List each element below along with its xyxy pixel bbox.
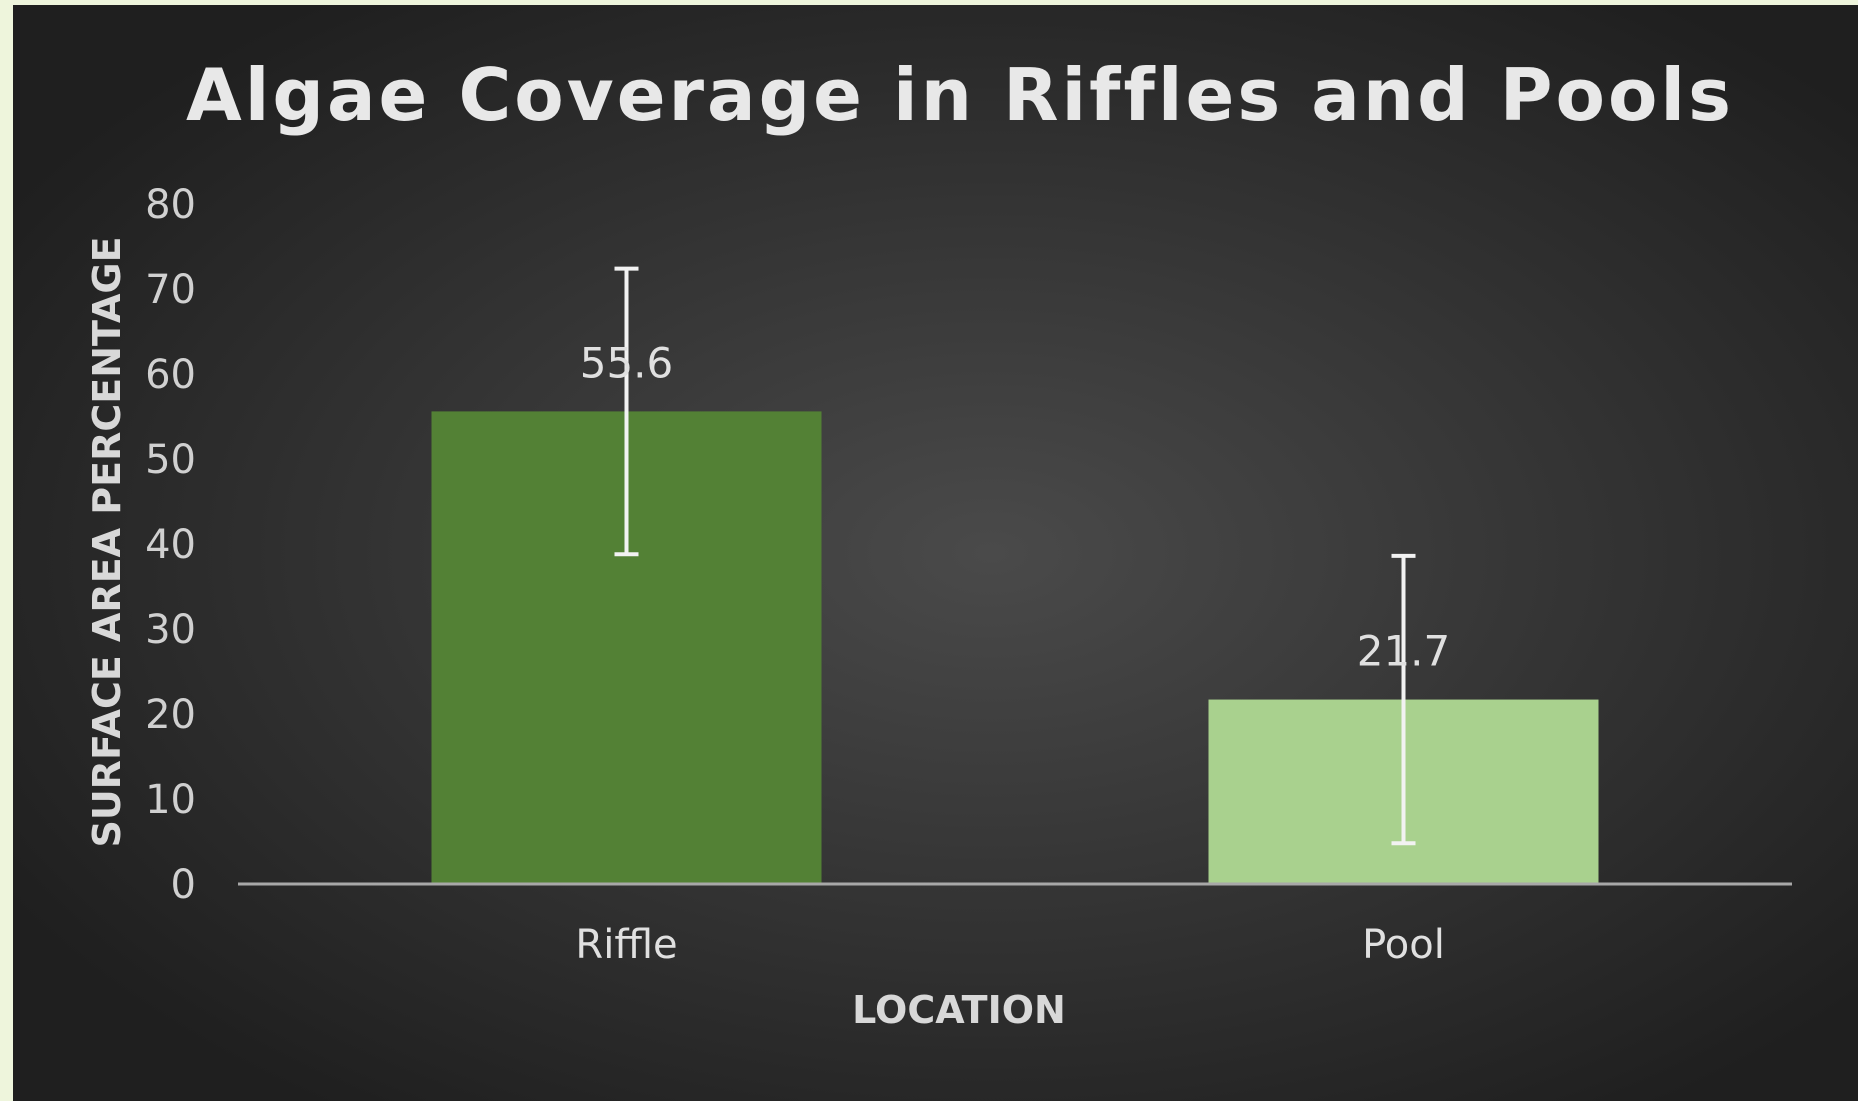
data-label-riffle: 55.6 <box>580 338 674 387</box>
x-axis-categories: Riffle Pool <box>575 922 1444 968</box>
chart-title: Algae Coverage in Riffles and Pools <box>186 53 1734 137</box>
y-axis-ticks: 0 10 20 30 40 50 60 70 80 <box>145 182 196 908</box>
y-tick-label: 30 <box>145 607 196 653</box>
data-label-pool: 21.7 <box>1357 627 1451 676</box>
y-tick-label: 80 <box>145 182 196 228</box>
chart-background <box>13 5 1858 1101</box>
y-tick-label: 60 <box>145 352 196 398</box>
x-category-label: Riffle <box>575 922 677 968</box>
y-axis-title: SURFACE AREA PERCENTAGE <box>85 236 129 847</box>
y-tick-label: 40 <box>145 522 196 568</box>
error-bars <box>614 266 1416 846</box>
y-tick-label: 20 <box>145 692 196 738</box>
x-category-label: Pool <box>1362 922 1445 968</box>
y-tick-label: 50 <box>145 437 196 483</box>
error-bar-pool <box>1391 553 1416 846</box>
data-labels: 55.6 21.7 <box>580 338 1451 675</box>
y-tick-label: 70 <box>145 267 196 313</box>
y-tick-label: 0 <box>171 862 196 908</box>
error-bar-riffle <box>614 266 639 557</box>
y-tick-label: 10 <box>145 777 196 823</box>
x-axis-title: LOCATION <box>852 988 1066 1032</box>
